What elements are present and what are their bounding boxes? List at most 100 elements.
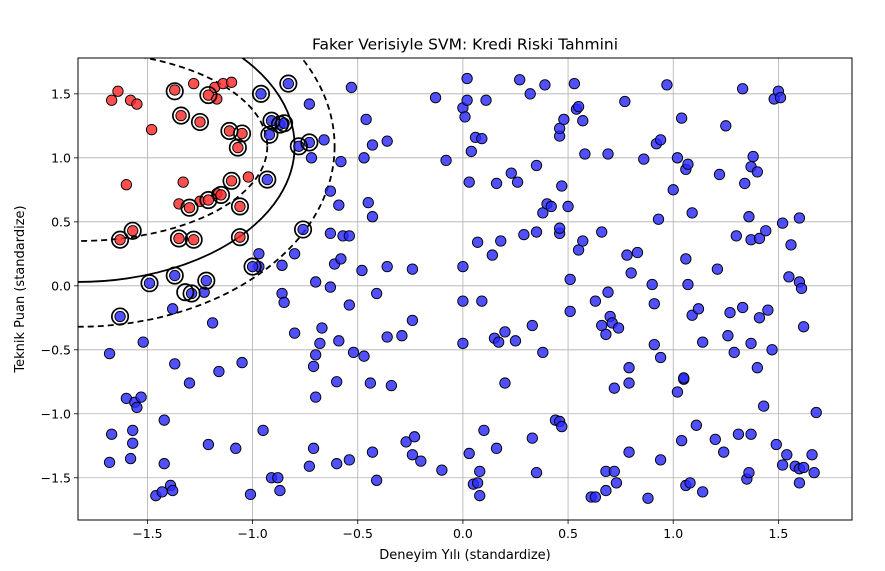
support-vector-ring	[289, 137, 308, 156]
blue-data-point	[722, 330, 734, 342]
x-tick-label: −1.5	[132, 526, 162, 541]
margin-outer-dashed-line	[78, 58, 336, 328]
red-data-point	[145, 124, 158, 136]
blue-data-point	[335, 156, 347, 168]
blue-data-point	[774, 92, 787, 104]
blue-data-point	[471, 477, 484, 489]
blue-data-point	[751, 362, 764, 374]
blue-data-point	[526, 319, 538, 332]
blue-data-point	[200, 275, 212, 287]
support-vector-ring	[258, 170, 277, 189]
blue-data-point	[103, 456, 116, 469]
support-vector-ring	[230, 197, 250, 216]
blue-data-point	[158, 414, 170, 426]
blue-data-point	[810, 406, 822, 419]
blue-data-point	[621, 249, 633, 261]
blue-data-point	[770, 438, 782, 451]
support-vector-ring	[293, 220, 313, 239]
blue-data-point	[474, 490, 486, 502]
blue-data-point	[137, 336, 149, 348]
blue-data-point	[366, 139, 379, 151]
blue-data-point	[400, 436, 412, 448]
blue-data-point	[697, 486, 709, 498]
blue-data-point	[739, 177, 751, 190]
blue-data-point	[463, 447, 475, 460]
blue-data-point	[682, 158, 694, 170]
blue-data-point	[396, 330, 408, 342]
blue-data-point	[459, 111, 471, 123]
blue-data-point	[124, 452, 137, 465]
blue-data-point	[106, 428, 118, 440]
blue-data-point	[747, 150, 759, 163]
blue-data-point	[202, 438, 215, 451]
blue-data-point	[463, 176, 475, 188]
blue-data-point	[648, 339, 660, 351]
blue-data-point	[381, 260, 393, 273]
support-vector-ring	[262, 111, 281, 130]
blue-data-point	[537, 346, 549, 358]
blue-data-point	[684, 477, 696, 489]
blue-data-point	[745, 428, 757, 440]
blue-data-point	[406, 449, 419, 461]
blue-data-point	[490, 442, 503, 454]
x-tick-label: 0.5	[558, 526, 578, 541]
blue-data-point	[495, 235, 507, 247]
blue-data-point	[524, 88, 536, 100]
blue-data-point	[331, 458, 343, 470]
blue-data-point	[493, 336, 505, 348]
blue-data-point	[785, 239, 797, 251]
blue-data-point	[486, 249, 498, 261]
blue-data-point	[518, 228, 530, 241]
support-vector-ring	[172, 106, 191, 125]
support-vector-ring	[228, 138, 247, 157]
blue-data-point	[762, 304, 774, 316]
blue-data-point	[671, 152, 684, 164]
support-vector-ring	[243, 257, 262, 276]
blue-data-point	[758, 400, 770, 412]
blue-data-point	[589, 491, 602, 503]
blue-data-point	[457, 295, 469, 307]
blue-data-point	[131, 401, 143, 414]
red-data-point	[225, 76, 238, 88]
support-vector-ring	[165, 266, 184, 285]
blue-data-point	[553, 222, 566, 234]
blue-data-point	[465, 145, 477, 158]
blue-data-point	[509, 335, 522, 347]
blue-data-point	[709, 433, 721, 446]
y-tick-label: 1.0	[51, 150, 71, 165]
blue-data-point	[272, 472, 284, 484]
blue-data-point	[406, 314, 419, 327]
blue-data-point	[135, 391, 147, 403]
blue-data-point	[776, 459, 789, 471]
blue-data-point	[638, 153, 650, 165]
blue-data-point	[776, 217, 789, 229]
blue-data-point	[793, 477, 806, 489]
support-vector-ring	[176, 283, 195, 302]
y-tick-label: 0.0	[51, 278, 71, 293]
red-data-point	[114, 234, 126, 246]
blue-data-point	[711, 263, 724, 275]
blue-data-point	[364, 377, 377, 389]
blue-data-point	[169, 358, 181, 370]
blue-data-point	[408, 431, 421, 443]
blue-data-point	[499, 377, 511, 389]
blue-data-point	[166, 303, 179, 315]
blue-data-point	[625, 267, 637, 279]
support-vector-ring	[275, 114, 294, 133]
red-data-point	[183, 202, 196, 214]
support-vector-ring	[123, 221, 142, 240]
chart-title: Faker Verisiyle SVM: Kredi Riski Tahmini	[312, 36, 618, 54]
blue-data-point	[345, 81, 358, 94]
blue-data-point	[103, 347, 116, 360]
blue-data-point	[514, 74, 526, 86]
blue-data-point	[318, 134, 330, 146]
blue-data-point	[303, 460, 316, 472]
y-tick-label: −1.0	[41, 406, 71, 421]
support-vector-ring	[220, 121, 239, 140]
blue-data-point	[406, 263, 419, 275]
blue-data-point	[436, 464, 448, 476]
margin-inner-dashed-line	[78, 58, 269, 242]
blue-data-point	[246, 260, 259, 273]
blue-data-point	[568, 77, 581, 90]
blue-data-point	[692, 303, 705, 315]
